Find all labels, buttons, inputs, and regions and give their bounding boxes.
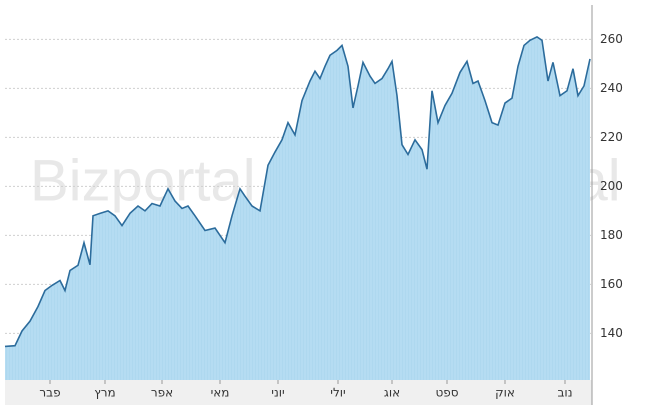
area-fill xyxy=(5,36,590,381)
y-tick-label: 260 xyxy=(600,32,623,46)
y-tick-label: 160 xyxy=(600,277,623,291)
x-tick-label: מרץ xyxy=(94,386,115,400)
y-tick-label: 180 xyxy=(600,228,623,242)
x-tick-label: אפר xyxy=(151,386,173,400)
y-tick-label: 140 xyxy=(600,326,623,340)
x-tick-label: יוני xyxy=(271,386,284,400)
y-tick-label: 240 xyxy=(600,81,623,95)
x-tick-label: אוק xyxy=(495,386,515,400)
x-tick-label: יולי xyxy=(330,386,345,400)
y-tick-label: 220 xyxy=(600,130,623,144)
x-tick-label: ספט xyxy=(435,386,458,400)
x-tick-label: פבר xyxy=(39,386,60,400)
y-tick-label: 200 xyxy=(600,179,623,193)
price-line xyxy=(4,35,591,348)
x-tick-label: נוב xyxy=(557,386,572,400)
watermark: Bizportal xyxy=(30,148,256,213)
x-axis-band xyxy=(5,380,592,405)
x-tick-label: אוג xyxy=(384,386,400,400)
x-tick-label: מאי xyxy=(211,386,230,400)
